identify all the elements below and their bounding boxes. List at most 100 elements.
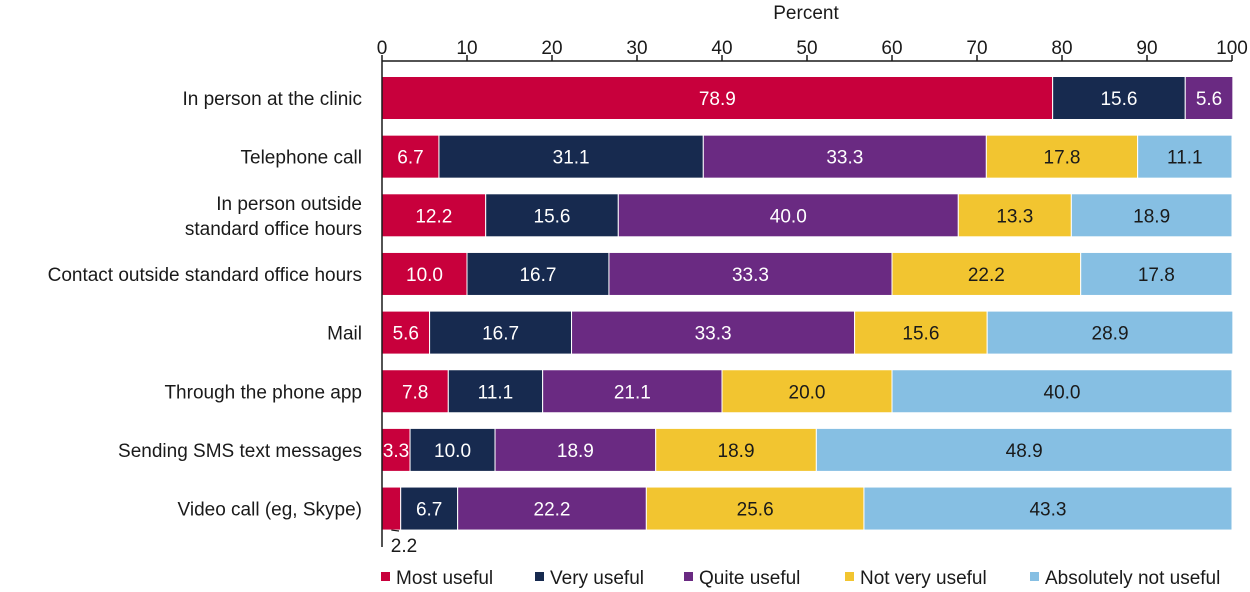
bar-value-label: 10.0	[406, 265, 443, 286]
bar-segment	[381, 310, 431, 355]
bar-value-label: 17.8	[1138, 265, 1175, 286]
bar-segment	[457, 486, 647, 531]
x-tick-label: 50	[796, 38, 817, 59]
legend-swatch	[845, 572, 854, 581]
category-label: Through the phone app	[164, 382, 362, 403]
legend-swatch	[381, 572, 390, 581]
x-axis-ticks: 0 10 20 30 40 50 60 70 80 90 100	[377, 38, 1248, 61]
x-tick-label: 100	[1216, 38, 1248, 59]
bar-segment	[381, 486, 402, 531]
category-label-line: Through the phone app	[164, 382, 362, 403]
category-label: In person outside standard office hours	[185, 194, 362, 240]
bar-value-label: 40.0	[770, 206, 807, 227]
bar-value-label: 11.1	[478, 382, 514, 403]
bar-segment	[985, 134, 1139, 179]
bar-value-label: 78.9	[699, 89, 736, 110]
x-tick-label: 0	[377, 38, 388, 59]
bar-segment	[815, 427, 1233, 472]
bar-value-label: 18.9	[1133, 206, 1170, 227]
bar-segment	[466, 251, 610, 296]
x-tick-label: 30	[626, 38, 647, 59]
bar-segment	[721, 369, 893, 414]
bar-segment	[617, 193, 959, 238]
callout-leader-line	[391, 529, 400, 532]
bar-value-label: 33.3	[826, 148, 863, 169]
bar-segment	[381, 427, 411, 472]
legend-label: Quite useful	[699, 568, 800, 589]
bar-value-label: 40.0	[1044, 382, 1081, 403]
x-tick-label: 40	[711, 38, 732, 59]
bar-segment	[381, 251, 468, 296]
category-label: Video call (eg, Skype)	[178, 500, 362, 521]
bar-segment	[494, 427, 657, 472]
category-label-line: Mail	[327, 324, 362, 345]
bar-value-label: 5.6	[1196, 89, 1222, 110]
category-label-line: Contact outside standard office hours	[48, 265, 362, 286]
x-tick-label: 10	[456, 38, 477, 59]
bar-value-label: 48.9	[1006, 441, 1043, 462]
bar-value-label: 18.9	[557, 441, 594, 462]
bar-value-label: 28.9	[1092, 324, 1129, 345]
legend: Most useful Very useful Quite useful Not ve…	[381, 568, 1220, 589]
bar-value-label: 18.9	[718, 441, 755, 462]
bar-value-label: 3.3	[383, 441, 409, 462]
bar-segment	[381, 193, 487, 238]
bar-segment	[1080, 251, 1233, 296]
bar-value-label: 13.3	[996, 206, 1033, 227]
bar-value-label: 22.2	[968, 265, 1005, 286]
bar-segment	[381, 134, 440, 179]
legend-swatch	[535, 572, 544, 581]
bar-segment	[1052, 76, 1186, 120]
legend-label: Absolutely not useful	[1045, 568, 1220, 589]
bar-value-label: 12.2	[415, 206, 452, 227]
bar-segment	[571, 310, 856, 355]
category-label: Contact outside standard office hours	[48, 265, 362, 286]
bar-segment	[891, 369, 1233, 414]
bar-value-label: 16.7	[482, 324, 519, 345]
category-label-line: Video call (eg, Skype)	[178, 500, 362, 521]
bar-value-label: 22.2	[534, 500, 571, 521]
bar-segment	[986, 310, 1234, 355]
axes	[381, 60, 1232, 547]
legend-swatch	[1030, 572, 1039, 581]
bar-segment	[645, 486, 865, 531]
bar-segment	[438, 134, 704, 179]
callout-value-label: 2.2	[391, 536, 417, 557]
bar-value-label: 5.6	[393, 324, 419, 345]
bar-segment	[447, 369, 544, 414]
bar-segment	[891, 251, 1082, 296]
bar-segment	[702, 134, 987, 179]
bar-segment	[1184, 76, 1234, 120]
bar-segment	[485, 193, 619, 238]
bars: 78.9 15.6 5.6 6.7 31.1 33.3 17.8 11.1 12.2 15.6 40…	[381, 76, 1234, 557]
bar-segment	[854, 310, 988, 355]
x-tick-label: 90	[1136, 38, 1157, 59]
x-tick-label: 20	[541, 38, 562, 59]
bar-segment	[655, 427, 817, 472]
bar-value-label: 20.0	[789, 382, 826, 403]
bar-value-label: 15.6	[534, 206, 571, 227]
bar-value-label: 16.7	[519, 265, 556, 286]
category-label-line: Telephone call	[241, 148, 362, 169]
bar-value-label: 11.1	[1167, 148, 1203, 169]
bar-segment	[429, 310, 573, 355]
bar-value-label: 21.1	[614, 382, 651, 403]
bar-value-label: 10.0	[434, 441, 471, 462]
bar-value-label: 31.1	[553, 148, 590, 169]
bar-segment	[1137, 134, 1233, 179]
bar-segment	[1070, 193, 1233, 238]
bar-value-label: 15.6	[1100, 89, 1137, 110]
bar-segment	[608, 251, 893, 296]
bar-value-label: 25.6	[737, 500, 774, 521]
x-axis-title: Percent	[773, 3, 839, 24]
bar-value-label: 15.6	[902, 324, 939, 345]
bar-segment	[409, 427, 496, 472]
legend-label: Not very useful	[860, 568, 987, 589]
x-tick-label: 60	[881, 38, 902, 59]
bar-value-label: 17.8	[1044, 148, 1081, 169]
bar-segment	[542, 369, 723, 414]
legend-label: Very useful	[550, 568, 644, 589]
category-label-line: Sending SMS text messages	[118, 441, 362, 462]
